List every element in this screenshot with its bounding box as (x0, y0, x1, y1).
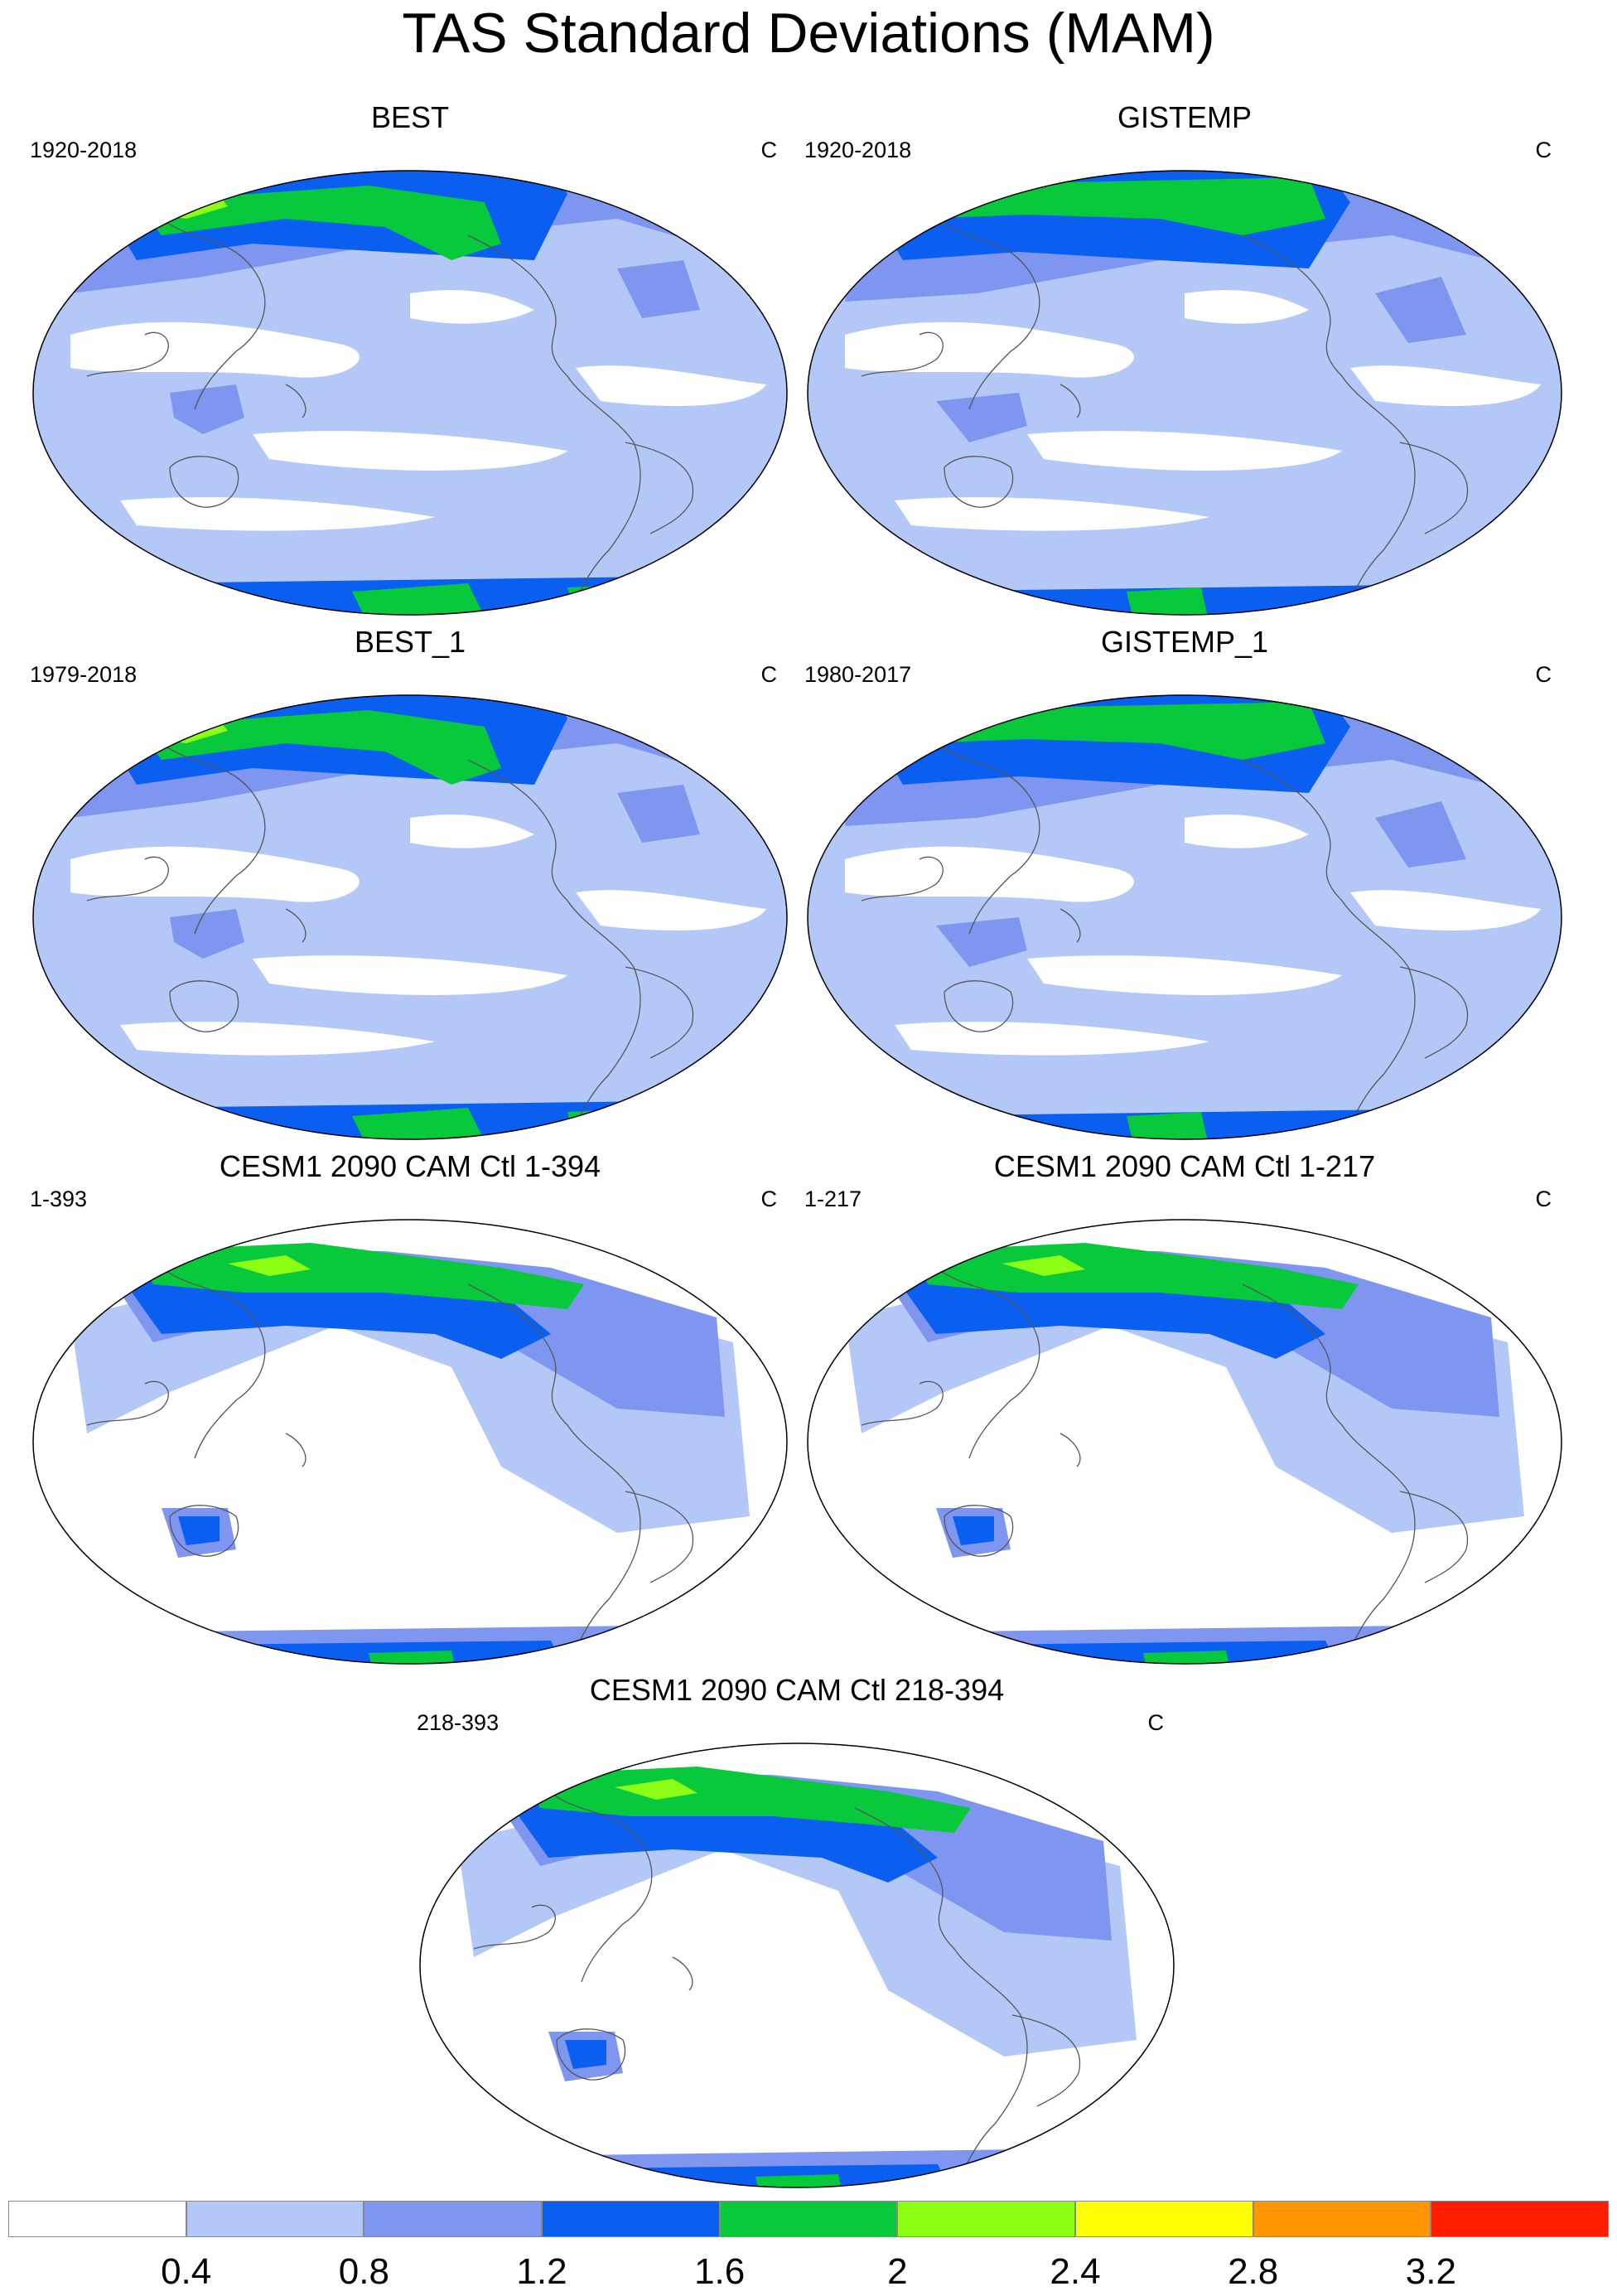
map-border (807, 170, 1562, 616)
colorbar-label: 2.8 (1228, 2251, 1279, 2292)
panel-unit: C (760, 1187, 778, 1211)
panel-unit: C (1535, 662, 1552, 687)
coastlines (473, 1791, 1081, 2173)
panel-title: BEST (370, 100, 450, 134)
colorbar-label: 2 (887, 2251, 908, 2292)
contour-field (33, 695, 787, 1139)
panel-period: 1-217 (804, 1187, 862, 1211)
coastlines (861, 742, 1469, 1125)
colorbar-box (897, 2201, 1075, 2237)
panel-period: 1-393 (30, 1187, 88, 1211)
panel-title: BEST_1 (354, 625, 466, 659)
colorbar-box (542, 2201, 720, 2237)
panel-title: CESM1 2090 CAM Ctl 1-394 (219, 1149, 601, 1183)
panel-title: GISTEMP (1117, 100, 1253, 134)
map-border (32, 1219, 788, 1665)
figure-title: TAS Standard Deviations (MAM) (402, 2, 1215, 65)
colorbar-box (719, 2201, 898, 2237)
colorbar-box (186, 2201, 364, 2237)
panel-unit: C (760, 662, 778, 687)
colorbar-label: 3.2 (1405, 2251, 1456, 2292)
colorbar: 0.4 0.8 1.2 1.6 2 2.4 2.8 3.2 (8, 2201, 1609, 2292)
map-plot (419, 1743, 1175, 2188)
panel-period: 1980-2017 (804, 662, 912, 687)
map-panel-gistemp: GISTEMP 1920-2018 C (799, 101, 1570, 623)
colorbar-label: 1.6 (694, 2251, 746, 2292)
panel-title: CESM1 2090 CAM Ctl 218-394 (589, 1673, 1005, 1707)
map-plot (32, 1219, 788, 1665)
panel-period: 1920-2018 (804, 138, 912, 162)
map-panel-best: BEST 1920-2018 C (25, 101, 795, 623)
contour-field (33, 171, 787, 615)
colorbar-label: 1.2 (516, 2251, 567, 2292)
panel-unit: C (1535, 1187, 1552, 1211)
colorbar-box (1253, 2201, 1431, 2237)
map-plot (807, 170, 1562, 616)
panel-title: GISTEMP_1 (1100, 625, 1269, 659)
map-border (32, 170, 788, 616)
panel-period: 1920-2018 (30, 138, 138, 162)
map-border (419, 1743, 1175, 2188)
map-panel-cesm1-ctl-1-394: CESM1 2090 CAM Ctl 1-394 1-393 C (25, 1150, 795, 1672)
map-border (807, 694, 1562, 1140)
colorbar-box (364, 2201, 542, 2237)
coastlines (86, 218, 694, 601)
colorbar-label: 0.8 (338, 2251, 389, 2292)
colorbar-label: 2.4 (1050, 2251, 1101, 2292)
panel-unit: C (1147, 1710, 1165, 1735)
map-panel-best-1: BEST_1 1979-2018 C (25, 626, 795, 1148)
map-panel-gistemp-1: GISTEMP_1 1980-2017 C (799, 626, 1570, 1148)
colorbar-box (1431, 2201, 1609, 2237)
coastlines (86, 742, 694, 1125)
panel-unit: C (760, 138, 778, 162)
panel-unit: C (1535, 138, 1552, 162)
contour-field (808, 695, 1561, 1139)
coastlines (861, 218, 1469, 601)
map-plot (807, 694, 1562, 1140)
contour-field (420, 1743, 1174, 2187)
map-border (807, 1219, 1562, 1665)
map-border (32, 694, 788, 1140)
colorbar-label: 0.4 (161, 2251, 212, 2292)
map-panel-cesm1-ctl-218-394: CESM1 2090 CAM Ctl 218-394 218-393 C (412, 1674, 1182, 2196)
map-plot (807, 1219, 1562, 1665)
contour-field (808, 171, 1561, 615)
coastlines (861, 1267, 1469, 1650)
contour-field (33, 1220, 787, 1664)
panel-title: CESM1 2090 CAM Ctl 1-217 (993, 1149, 1376, 1183)
map-panel-cesm1-ctl-1-217: CESM1 2090 CAM Ctl 1-217 1-217 C (799, 1150, 1570, 1672)
map-plot (32, 694, 788, 1140)
coastlines (86, 1267, 694, 1650)
colorbar-box (1075, 2201, 1253, 2237)
contour-field (808, 1220, 1561, 1664)
panel-period: 218-393 (417, 1710, 500, 1735)
panel-period: 1979-2018 (30, 662, 138, 687)
colorbar-box (8, 2201, 186, 2237)
map-plot (32, 170, 788, 616)
